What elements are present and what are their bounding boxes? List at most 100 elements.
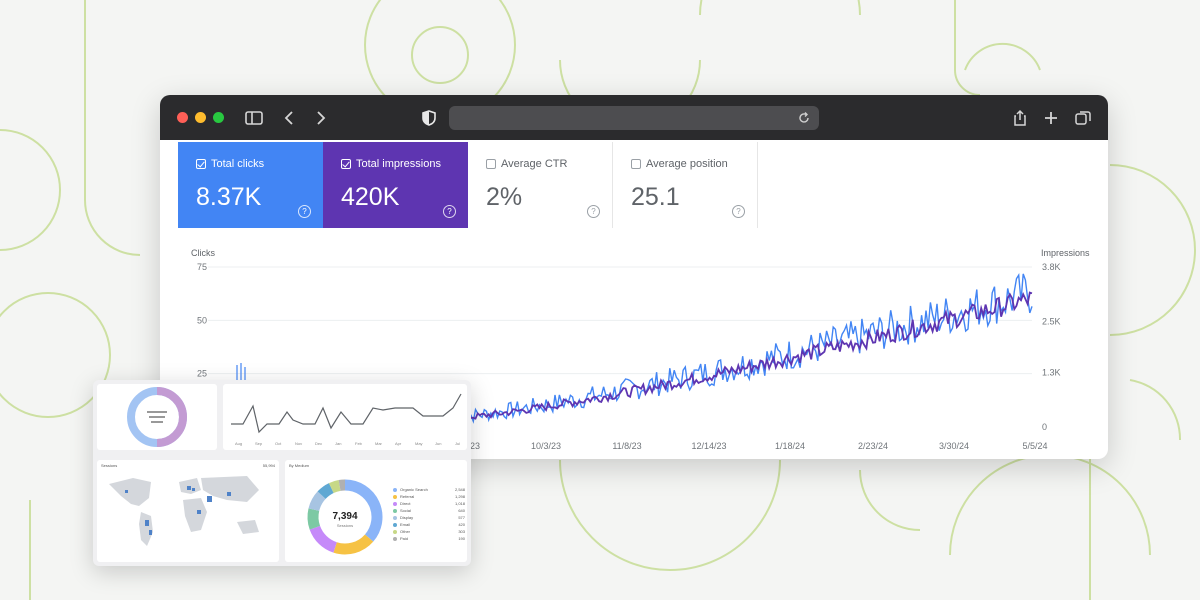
metric-value: 8.37K: [196, 183, 262, 211]
metric-card-average-position[interactable]: Average position 25.1 ?: [613, 142, 758, 228]
legend-value: 640: [458, 508, 465, 513]
legend-value: 1,298: [454, 494, 465, 499]
pie-legend-item: Referral 1,298: [393, 493, 465, 500]
pie-slice: [333, 534, 374, 555]
x-tick-label: 23: [470, 441, 480, 451]
legend-value: 190: [458, 536, 465, 541]
legend-label: Display: [400, 515, 414, 520]
help-icon[interactable]: ?: [298, 205, 311, 218]
pie-slice: [307, 508, 321, 530]
metric-card-total-clicks[interactable]: Total clicks 8.37K ?: [178, 142, 323, 228]
pie-legend-item: Direct 1,018: [393, 500, 465, 507]
legend-swatch-icon: [393, 529, 397, 534]
mini-x-tick: Apr: [395, 441, 402, 446]
share-icon[interactable]: [1010, 108, 1030, 128]
metric-label: Average CTR: [501, 158, 568, 170]
legend-swatch-icon: [393, 522, 397, 527]
x-tick-label: 12/14/23: [691, 441, 726, 451]
pie-legend-item: Paid 190: [393, 535, 465, 542]
browser-toolbar: [160, 95, 1108, 140]
trend-panel: Aug Sep Oct Nov Dec Jan Feb Mar Apr May Jun Jul: [223, 384, 467, 450]
legend-value: 577: [458, 515, 465, 520]
mini-x-tick: Jan: [335, 441, 341, 446]
pie-slice: [308, 491, 326, 512]
mini-x-tick: Oct: [275, 441, 282, 446]
x-tick-label: 2/23/24: [858, 441, 888, 451]
legend-label: Email: [400, 522, 411, 527]
world-map: [109, 476, 259, 546]
mini-x-tick: May: [415, 441, 423, 446]
minimize-window-button[interactable]: [195, 112, 206, 123]
checkbox-icon[interactable]: [341, 159, 351, 169]
checkbox-icon[interactable]: [631, 159, 641, 169]
maximize-window-button[interactable]: [213, 112, 224, 123]
forward-icon[interactable]: [310, 108, 330, 128]
performance-chart: 75 50 25 3.8K 2.5K 1.3K 0 23 10/3/23 11/8/23 12/14…: [197, 262, 1061, 451]
pie-slice: [328, 480, 341, 494]
donut-center-value: 7,394: [332, 511, 357, 522]
sidebar-icon[interactable]: [244, 108, 264, 128]
map-panel: Sessions 55,994: [97, 460, 279, 562]
pie-slice: [317, 483, 334, 500]
mini-x-tick: Nov: [295, 441, 302, 446]
mini-x-tick: Jul: [455, 441, 460, 446]
pie-slice: [344, 479, 383, 542]
y2-tick-label: 0: [1042, 422, 1047, 432]
x-tick-label: 3/30/24: [939, 441, 969, 451]
mini-line-chart: Aug Sep Oct Nov Dec Jan Feb Mar Apr May Jun Jul: [231, 393, 462, 446]
x-tick-label: 1/18/24: [775, 441, 805, 451]
shield-icon[interactable]: [419, 108, 439, 128]
legend-label: Social: [400, 508, 411, 513]
y2-tick-label: 1.3K: [1042, 367, 1061, 377]
metric-label: Total impressions: [356, 158, 441, 170]
pie-legend-item: Social 640: [393, 507, 465, 514]
help-icon[interactable]: ?: [587, 205, 600, 218]
legend-value: 2,548: [454, 487, 465, 492]
metric-card-average-ctr[interactable]: Average CTR 2% ?: [468, 142, 613, 228]
close-window-button[interactable]: [177, 112, 188, 123]
trend-line: [231, 393, 462, 434]
y-tick-label: 50: [197, 315, 207, 325]
y2-tick-label: 2.5K: [1042, 317, 1061, 327]
pie-legend-item: Other 303: [393, 528, 465, 535]
y2-tick-label: 3.8K: [1042, 262, 1061, 272]
legend-swatch-icon: [393, 515, 397, 520]
mini-x-tick: Aug: [235, 441, 242, 446]
legend-swatch-icon: [393, 501, 397, 506]
mini-x-tick: Feb: [355, 441, 363, 446]
donut-center-label: Sessions: [337, 523, 353, 528]
legend-label: Other: [400, 529, 411, 534]
metric-value: 25.1: [631, 183, 680, 211]
legend-swatch-icon: [393, 487, 397, 492]
address-bar[interactable]: [449, 106, 819, 130]
metric-card-total-impressions[interactable]: Total impressions 420K ?: [323, 142, 468, 228]
back-icon[interactable]: [280, 108, 300, 128]
pie-legend-item: Organic Search 2,548: [393, 486, 465, 493]
browser-window: Total clicks 8.37K ? Total impressions 4…: [160, 95, 1108, 459]
checkbox-icon[interactable]: [196, 159, 206, 169]
mini-x-tick: Jun: [435, 441, 441, 446]
y-axis-title-right: Impressions: [1041, 248, 1090, 258]
donut-panel: [97, 384, 217, 450]
mini-x-tick: Dec: [315, 441, 322, 446]
pie-title: By Medium: [289, 463, 310, 468]
metric-label: Average position: [646, 158, 728, 170]
help-icon[interactable]: ?: [443, 205, 456, 218]
y-axis-title-left: Clicks: [191, 248, 215, 258]
tabs-icon[interactable]: [1073, 108, 1093, 128]
metric-value: 2%: [486, 183, 523, 211]
series-line: [459, 272, 1033, 424]
reload-icon[interactable]: [795, 109, 813, 127]
map-value: 55,994: [262, 463, 275, 468]
checkbox-icon[interactable]: [486, 159, 496, 169]
metric-value: 420K: [341, 183, 400, 211]
x-tick-label: 5/5/24: [1022, 441, 1047, 451]
legend-value: 303: [458, 529, 465, 534]
new-tab-icon[interactable]: [1041, 108, 1061, 128]
series-line: [459, 291, 1033, 421]
legend-label: Referral: [400, 494, 415, 499]
x-tick-label: 10/3/23: [531, 441, 561, 451]
legend-value: 1,018: [454, 501, 465, 506]
help-icon[interactable]: ?: [732, 205, 745, 218]
legend-value: 420: [458, 522, 465, 527]
